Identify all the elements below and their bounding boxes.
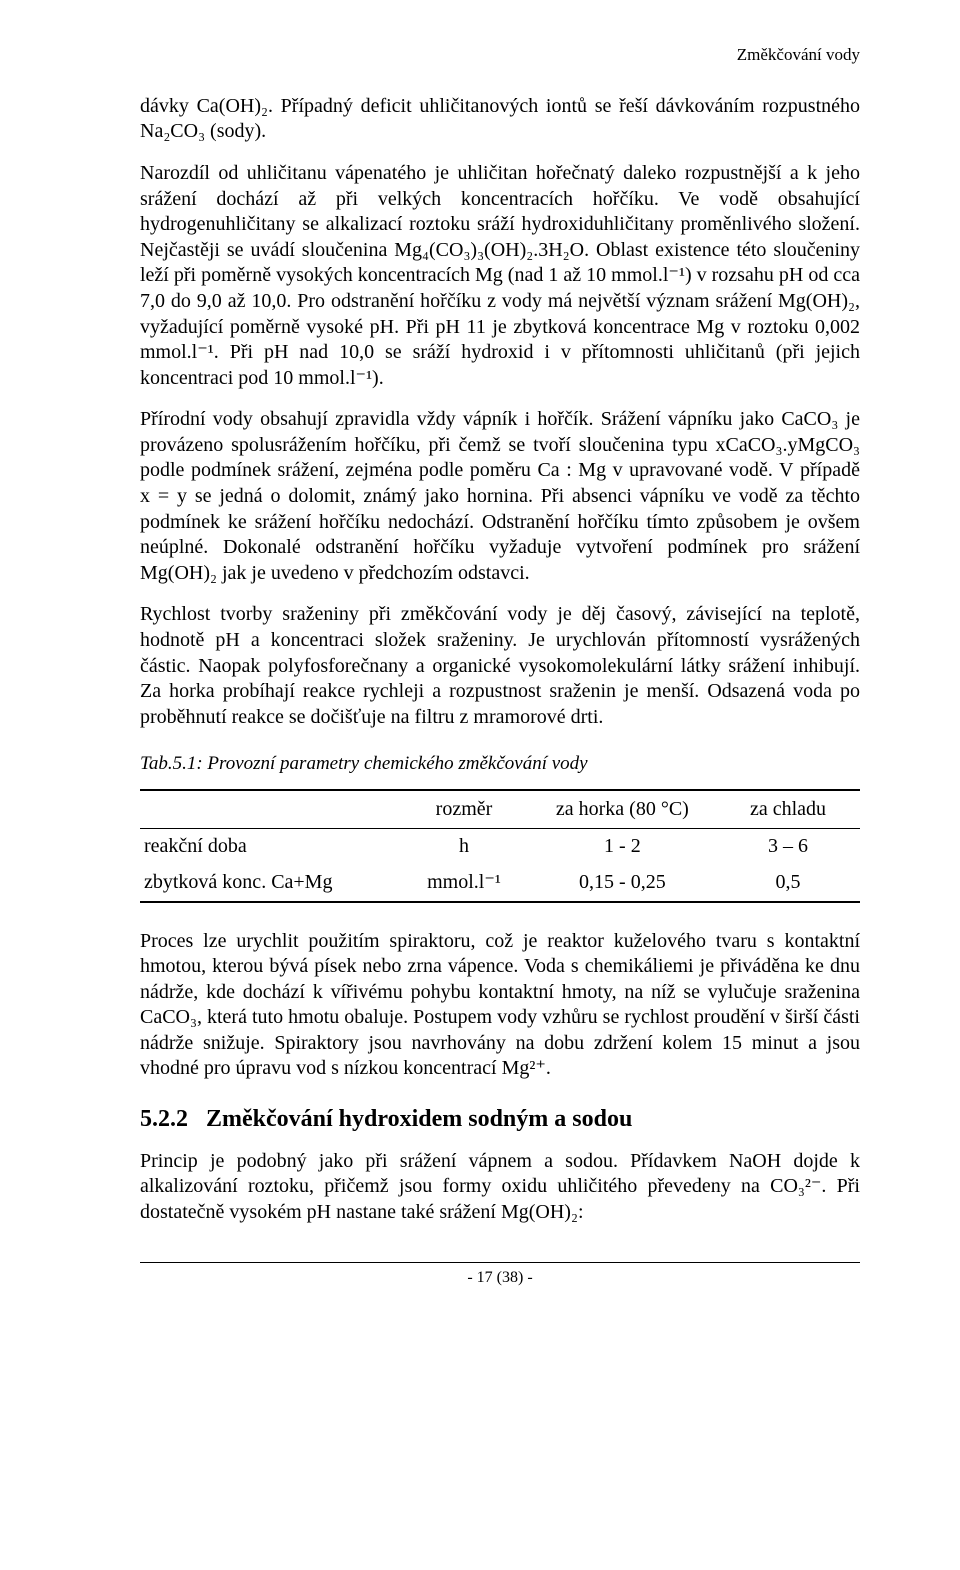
paragraph-6: Princip je podobný jako při srážení vápn… (140, 1149, 860, 1226)
cell-00: reakční doba (140, 829, 399, 865)
cell-12: 0,15 - 0,25 (529, 865, 716, 902)
page: Změkčování vody dávky Ca(OH)₂. Případný … (0, 0, 960, 1328)
table-header-row: rozměr za horka (80 °C) za chladu (140, 790, 860, 829)
cell-02: 1 - 2 (529, 829, 716, 865)
table-row: reakční doba h 1 - 2 3 – 6 (140, 829, 860, 865)
table-row: zbytková konc. Ca+Mg mmol.l⁻¹ 0,15 - 0,2… (140, 865, 860, 902)
cell-11: mmol.l⁻¹ (399, 865, 529, 902)
paragraph-1: dávky Ca(OH)₂. Případný deficit uhličita… (140, 94, 860, 145)
cell-03: 3 – 6 (716, 829, 860, 865)
cell-01: h (399, 829, 529, 865)
page-number: - 17 (38) - (467, 1269, 532, 1286)
section-number: 5.2.2 (140, 1104, 188, 1135)
th-0 (140, 790, 399, 829)
running-header: Změkčování vody (140, 44, 860, 66)
paragraph-2: Narozdíl od uhličitanu vápenatého je uhl… (140, 161, 860, 391)
paragraph-3: Přírodní vody obsahují zpravidla vždy vá… (140, 407, 860, 586)
parameters-table: rozměr za horka (80 °C) za chladu reakčn… (140, 789, 860, 903)
table-caption: Tab.5.1: Provozní parametry chemického z… (140, 752, 860, 776)
cell-13: 0,5 (716, 865, 860, 902)
th-2: za horka (80 °C) (529, 790, 716, 829)
th-3: za chladu (716, 790, 860, 829)
section-title: Změkčování hydroxidem sodným a sodou (206, 1106, 632, 1132)
cell-10: zbytková konc. Ca+Mg (140, 865, 399, 902)
paragraph-4: Rychlost tvorby sraženiny při změkčování… (140, 602, 860, 730)
paragraph-5: Proces lze urychlit použitím spiraktoru,… (140, 929, 860, 1083)
section-heading: 5.2.2 Změkčování hydroxidem sodným a sodo… (140, 1104, 860, 1135)
page-footer: - 17 (38) - (140, 1262, 860, 1288)
th-1: rozměr (399, 790, 529, 829)
